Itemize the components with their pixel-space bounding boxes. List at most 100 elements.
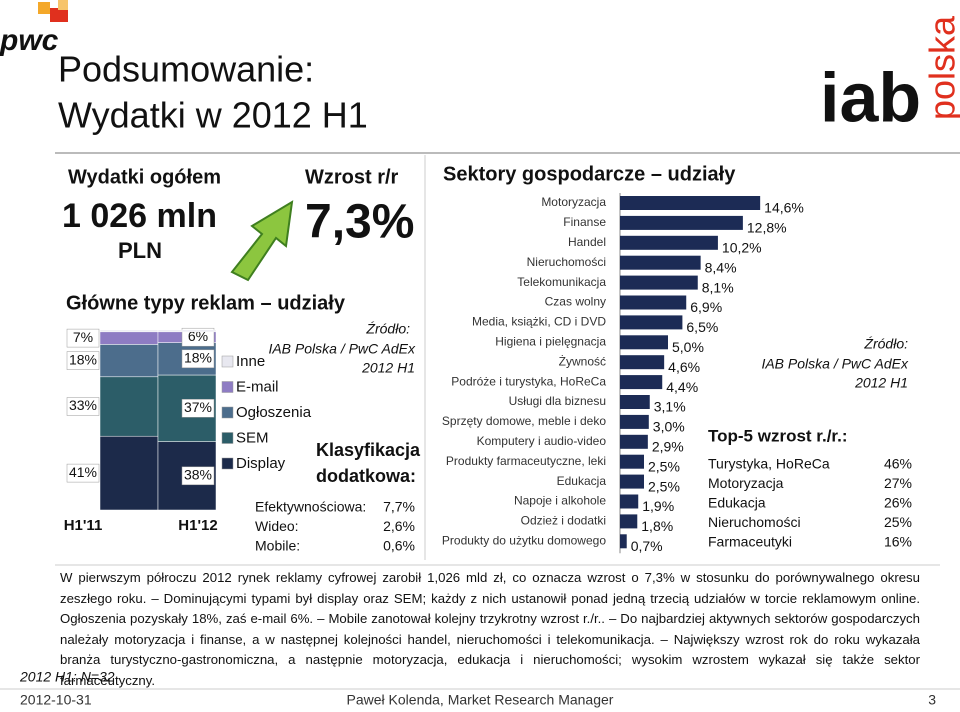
data-label: 2,9% [652, 439, 684, 455]
category-label: Telekomunikacja [517, 275, 606, 289]
category-label: Sprzęty domowe, meble i deko [442, 414, 606, 428]
data-label: 10,2% [722, 240, 762, 256]
legend-label: Display [236, 455, 286, 472]
category-label: Komputery i audio-video [477, 434, 607, 448]
data-label: 7% [73, 329, 93, 345]
kpi-unit: PLN [118, 238, 162, 263]
top5-value: 27% [884, 475, 912, 491]
bar [620, 474, 644, 489]
bar [620, 255, 701, 270]
category-label: Usługi dla biznesu [509, 394, 606, 408]
label-box [66, 397, 100, 416]
category-label: Motoryzacja [541, 195, 606, 209]
legend-swatch [221, 355, 234, 368]
source-name: IAB Polska / PwC AdEx [761, 356, 909, 372]
data-label: 12,8% [747, 220, 787, 236]
bar [620, 215, 743, 230]
data-label: 14,6% [764, 200, 804, 216]
category-label: Produkty farmaceutyczne, leki [446, 454, 606, 468]
data-label: 0,7% [631, 538, 663, 554]
data-label: 37% [184, 399, 212, 415]
bar [620, 534, 627, 549]
growth-arrow [230, 200, 294, 282]
data-label: 18% [184, 350, 212, 366]
data-label: 18% [69, 351, 97, 367]
top5-name: Motoryzacja [708, 475, 784, 491]
category-label: Edukacja [557, 474, 607, 488]
data-label: 3,0% [653, 419, 685, 435]
label-box [181, 327, 215, 347]
source-period: 2012 H1 [854, 375, 908, 391]
bar [620, 434, 648, 449]
legend-label: Inne [236, 353, 265, 370]
data-label: 41% [69, 464, 97, 480]
pwc-logo: pwc [0, 24, 59, 57]
legend-label: SEM [236, 429, 269, 446]
kpi-label: Wzrost r/r [305, 166, 399, 188]
chart-title: Główne typy reklam – udziały [66, 292, 346, 314]
bar [620, 494, 639, 509]
logo-square [38, 2, 50, 14]
data-label: 6,9% [690, 299, 722, 315]
legend-label: Ogłoszenia [236, 404, 312, 421]
top5-name: Edukacja [708, 495, 766, 511]
legend-swatch [221, 457, 234, 470]
footer-date: 2012-10-31 [20, 692, 92, 708]
logo-square [50, 8, 68, 22]
label-box [66, 463, 100, 483]
legend-swatch [221, 406, 234, 419]
data-label: 2,5% [648, 478, 680, 494]
bar [620, 235, 718, 250]
title-line: Wydatki w 2012 H1 [58, 95, 368, 136]
source-label: Źródło: [863, 336, 908, 352]
top5-value: 26% [884, 495, 912, 511]
extra-value: 7,7% [383, 499, 415, 515]
bar-segment [99, 344, 159, 378]
data-label: 2,5% [648, 458, 680, 474]
footer-author: Paweł Kolenda, Market Research Manager [347, 692, 614, 708]
title-line: Podsumowanie: [58, 49, 314, 90]
category-label: Nieruchomości [527, 255, 606, 269]
top5-title: Top-5 wzrost r./r.: [708, 426, 847, 445]
source-period: 2012 H1 [361, 360, 415, 376]
category-label: Higiena i pielęgnacja [495, 334, 606, 348]
data-label: 4,4% [666, 379, 698, 395]
note: 2012 H1: N=32 [19, 669, 115, 685]
data-label: 1,8% [641, 518, 673, 534]
category-label: Finanse [563, 215, 606, 229]
extra-label: Mobile: [255, 538, 300, 554]
top5-name: Turystyka, HoReCa [708, 456, 830, 472]
category-label: Odzież i dodatki [521, 514, 606, 528]
label-box [181, 466, 215, 486]
extra-label: Efektywnościowa: [255, 499, 366, 515]
category-label: Podróże i turystyka, HoReCa [451, 374, 606, 388]
top5-value: 46% [884, 456, 912, 472]
category-label: Żywność [559, 354, 606, 368]
kpi-value: 7,3% [305, 196, 414, 249]
label-box [181, 399, 215, 418]
bar [620, 414, 649, 429]
top5-name: Farmaceutyki [708, 534, 792, 550]
extra-value: 2,6% [383, 518, 415, 534]
data-label: 4,6% [668, 359, 700, 375]
label-box [181, 349, 215, 369]
data-label: 3,1% [654, 399, 686, 415]
data-label: 8,1% [702, 279, 734, 295]
bar [620, 335, 668, 350]
top5-value: 25% [884, 514, 912, 530]
extra-value: 0,6% [383, 538, 415, 554]
extra-title: dodatkowa: [316, 466, 416, 486]
bar [620, 375, 663, 390]
legend-label: E-mail [236, 378, 279, 395]
data-label: 33% [69, 397, 97, 413]
source-label: Źródło: [365, 321, 410, 337]
x-tick-label: H1'11 [64, 517, 103, 534]
bar-segment [157, 329, 217, 333]
category-label: Media, książki, CD i DVD [472, 315, 606, 329]
label-box [66, 328, 100, 348]
bar [620, 454, 644, 469]
category-label: Napoje i alkohole [514, 494, 606, 508]
bar [620, 514, 638, 529]
